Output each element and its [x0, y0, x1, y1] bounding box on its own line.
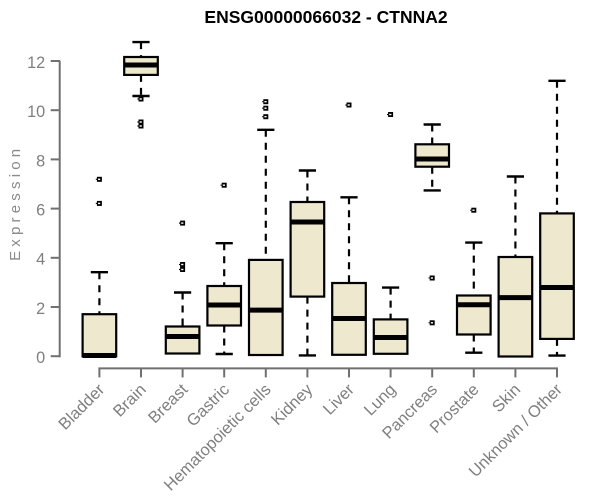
svg-text:6: 6	[36, 202, 45, 220]
svg-text:12: 12	[27, 54, 45, 72]
svg-text:10: 10	[27, 103, 45, 121]
svg-text:8: 8	[36, 152, 45, 170]
svg-text:4: 4	[36, 251, 45, 269]
svg-text:Expression: Expression	[7, 145, 24, 261]
svg-text:ENSG00000066032 - CTNNA2: ENSG00000066032 - CTNNA2	[204, 7, 447, 27]
svg-text:2: 2	[36, 300, 45, 318]
svg-text:0: 0	[36, 349, 45, 367]
